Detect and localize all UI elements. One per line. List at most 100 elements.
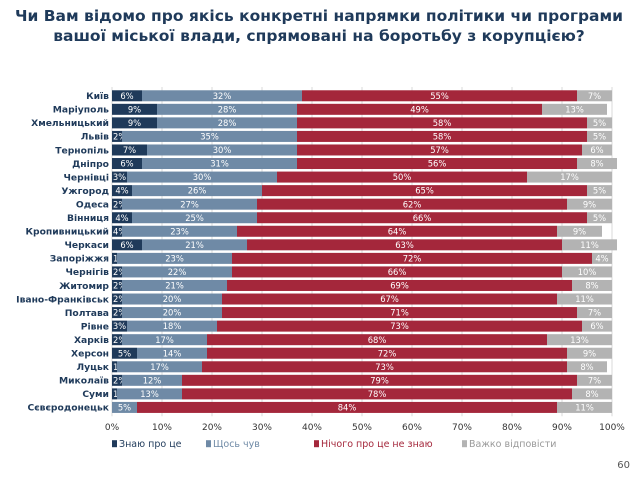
data-label: 73% [375,362,394,372]
x-tick-label: 80% [502,423,522,433]
data-label: 6% [120,240,133,250]
category-label: Дніпро [72,159,109,170]
category-label: Чернівці [63,172,109,183]
data-label: 9% [583,348,596,358]
bar-segment [577,374,612,386]
bar-segment [122,307,222,319]
data-label: 78% [368,389,387,399]
bar-segment [117,361,202,373]
bar-segment [222,307,577,319]
bar-segment [112,252,117,264]
data-label: 5% [118,348,131,358]
bar-segment [587,130,612,142]
bar-segment [122,374,182,386]
data-label: 3% [113,321,126,331]
bar-segment [257,198,567,210]
bar-segment [547,334,612,346]
bar-segment [122,130,297,142]
bar-segment [122,266,232,278]
category-label: Ужгород [61,186,109,197]
bar-segment [217,320,582,332]
bar-segment [117,252,232,264]
data-label: 56% [428,159,447,169]
bar-segment [557,293,612,305]
bar-segment [112,320,127,332]
bar-segment [227,279,572,291]
data-label: 25% [185,213,204,223]
bar-segment [562,266,612,278]
data-label: 2% [113,375,126,385]
bar-segment [142,90,302,102]
data-label: 23% [165,253,184,263]
data-label: 2% [113,281,126,291]
data-label: 9% [128,118,141,128]
data-label: 6% [120,159,133,169]
data-label: 6% [590,321,603,331]
data-label: 50% [393,172,412,182]
data-label: 14% [163,348,182,358]
data-label: 31% [210,159,229,169]
data-label: 8% [585,281,598,291]
data-label: 62% [403,199,422,209]
bar-segment [117,388,182,400]
data-label: 49% [410,104,429,114]
data-label: 6% [590,145,603,155]
data-label: 20% [163,294,182,304]
category-label: Черкаси [64,240,109,251]
data-label: 72% [378,348,397,358]
bar-segment [127,171,277,183]
legend-entry: Важко відповісти [469,439,556,450]
category-label: Маріуполь [53,105,109,116]
data-label: 13% [140,389,159,399]
data-label: 11% [575,294,594,304]
bar-segment [112,158,142,170]
bar-segment [122,225,237,237]
data-label: 23% [170,226,189,236]
bar-segment [182,388,572,400]
bar-segment [112,117,157,129]
bar-segment [112,198,122,210]
bar-segment [127,320,217,332]
bar-segment [297,103,542,115]
bar-segment [142,239,247,251]
bar-segment [557,225,602,237]
bar-segment [112,374,122,386]
bar-segment [297,117,587,129]
category-label: Миколаїв [59,376,109,387]
bar-segment [112,239,142,251]
bar-segment [112,90,142,102]
data-label: 65% [415,186,434,196]
bar-segment [112,171,127,183]
x-tick-label: 40% [302,423,322,433]
data-label: 18% [163,321,182,331]
data-label: 84% [338,403,357,413]
category-label: Харків [74,335,109,346]
bar-segment [112,334,122,346]
chart-title-line2: вашої міської влади, спрямовані на борот… [53,27,585,45]
bar-segment [112,103,157,115]
bar-segment [297,158,577,170]
data-label: 28% [218,118,237,128]
data-label: 4% [595,253,608,263]
data-label: 35% [200,132,219,142]
data-label: 28% [218,104,237,114]
category-label: Житомир [59,281,109,292]
data-label: 17% [560,172,579,182]
bar-segment [207,347,567,359]
bar-segment [202,361,567,373]
bar-segment [297,130,587,142]
data-label: 20% [163,308,182,318]
data-label: 79% [370,375,389,385]
data-label: 5% [593,132,606,142]
data-label: 73% [390,321,409,331]
bar-segment [112,225,122,237]
data-label: 13% [570,335,589,345]
x-tick-label: 20% [202,423,222,433]
bar-segment [122,334,207,346]
x-tick-label: 70% [452,423,472,433]
legend-swatch [112,440,117,448]
page-number: 60 [617,460,630,471]
bar-segment [577,158,617,170]
category-label: Вінниця [67,213,109,224]
